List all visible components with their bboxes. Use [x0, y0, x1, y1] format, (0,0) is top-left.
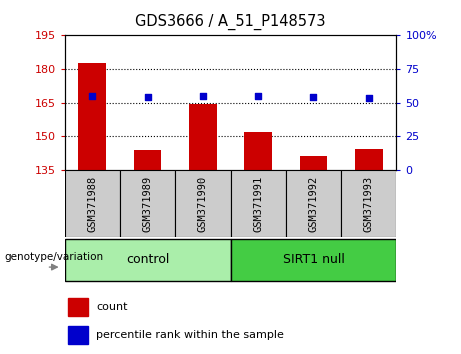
Text: GSM371989: GSM371989 [142, 175, 153, 232]
Text: GSM371992: GSM371992 [308, 175, 319, 232]
Text: GSM371990: GSM371990 [198, 175, 208, 232]
Bar [341, 170, 396, 237]
Point [254, 93, 262, 99]
Bar [65, 239, 230, 281]
Bar [120, 170, 175, 237]
Text: count: count [96, 302, 127, 312]
Bar [355, 149, 383, 170]
Text: GSM371988: GSM371988 [87, 175, 97, 232]
Text: genotype/variation: genotype/variation [5, 252, 104, 262]
Bar [286, 170, 341, 237]
Text: GSM371993: GSM371993 [364, 175, 374, 232]
Point [365, 95, 372, 101]
Bar [244, 132, 272, 170]
Bar [65, 170, 120, 237]
Text: percentile rank within the sample: percentile rank within the sample [96, 330, 284, 341]
Bar [69, 326, 88, 344]
Bar [175, 170, 230, 237]
Bar [189, 104, 217, 170]
Text: GSM371991: GSM371991 [253, 175, 263, 232]
Bar [78, 63, 106, 170]
Bar [230, 239, 396, 281]
Bar [300, 156, 327, 170]
Bar [230, 170, 286, 237]
Text: control: control [126, 253, 169, 266]
Text: SIRT1 null: SIRT1 null [283, 253, 344, 266]
Point [199, 93, 207, 99]
Text: GDS3666 / A_51_P148573: GDS3666 / A_51_P148573 [135, 14, 326, 30]
Bar [134, 150, 161, 170]
Point [310, 94, 317, 100]
Bar [69, 297, 88, 315]
Point [144, 94, 151, 100]
Point [89, 93, 96, 99]
